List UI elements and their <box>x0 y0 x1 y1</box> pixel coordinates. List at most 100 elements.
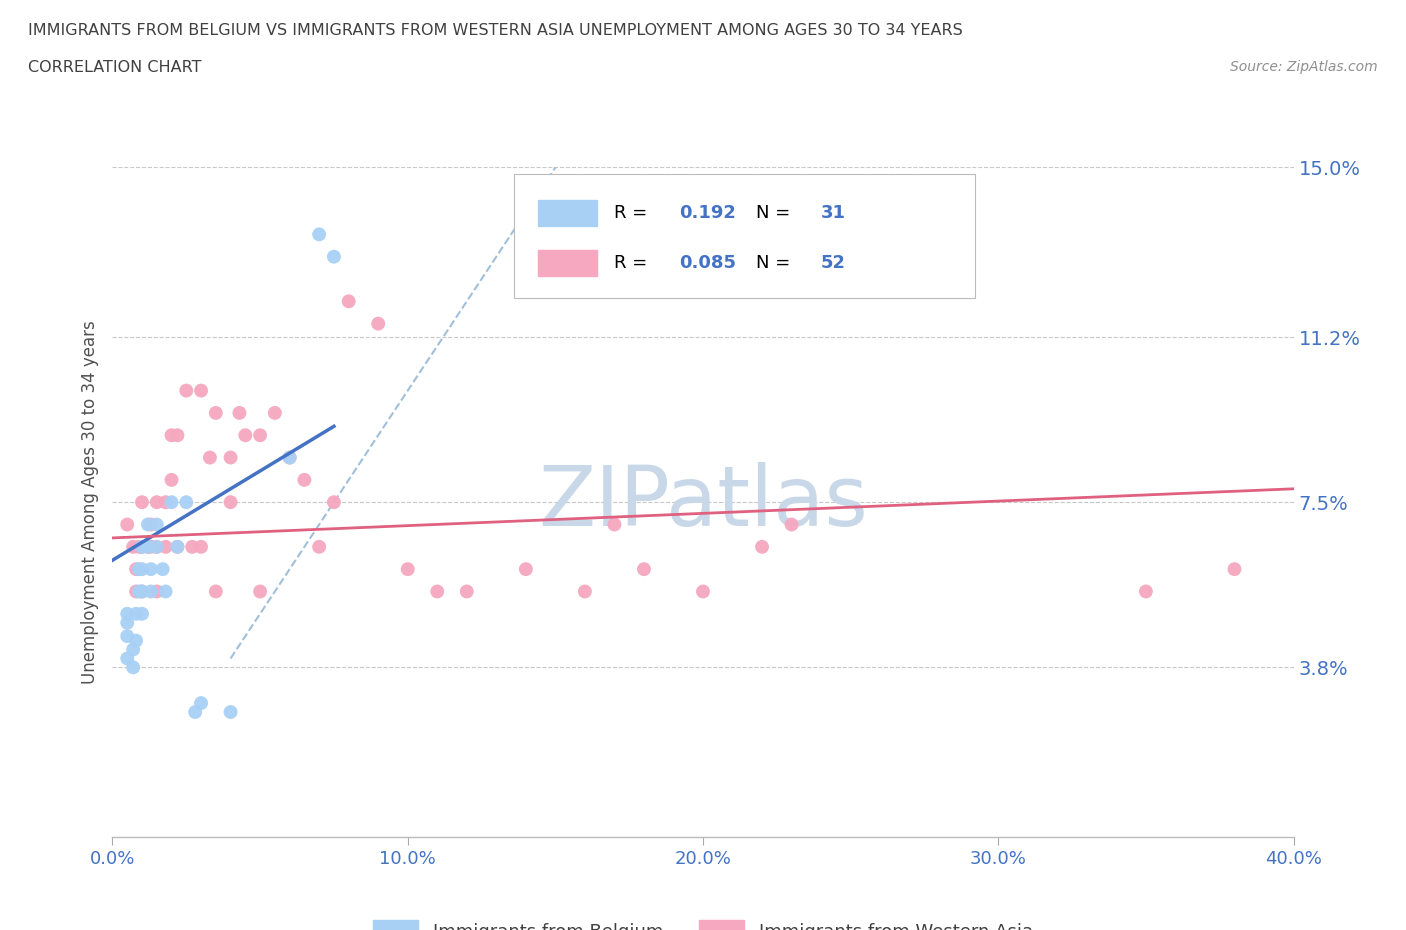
Point <box>128 584 150 599</box>
Point <box>146 495 169 510</box>
Point <box>139 539 162 554</box>
Point <box>160 428 183 443</box>
Point <box>160 472 183 487</box>
Point <box>155 495 177 510</box>
Point <box>219 450 242 465</box>
Text: Source: ZipAtlas.com: Source: ZipAtlas.com <box>1230 60 1378 74</box>
Point <box>146 517 169 532</box>
Text: R =: R = <box>614 254 654 272</box>
Point <box>136 539 159 554</box>
Point <box>396 562 419 577</box>
Point <box>603 517 626 532</box>
Point <box>367 316 389 331</box>
Point <box>515 562 537 577</box>
Point <box>139 517 162 532</box>
Point <box>1223 562 1246 577</box>
Text: 0.192: 0.192 <box>679 204 737 222</box>
Point <box>190 696 212 711</box>
Point <box>190 539 212 554</box>
Point <box>166 539 188 554</box>
Point <box>166 539 188 554</box>
Point <box>117 629 138 644</box>
Point <box>233 428 256 443</box>
Text: IMMIGRANTS FROM BELGIUM VS IMMIGRANTS FROM WESTERN ASIA UNEMPLOYMENT AMONG AGES : IMMIGRANTS FROM BELGIUM VS IMMIGRANTS FR… <box>28 23 963 38</box>
Point <box>139 584 162 599</box>
Point <box>122 539 145 554</box>
Point <box>117 651 138 666</box>
Point <box>146 584 169 599</box>
Point <box>323 249 346 264</box>
Point <box>219 495 242 510</box>
Text: 0.085: 0.085 <box>679 254 737 272</box>
Point <box>780 517 803 532</box>
Point <box>136 539 159 554</box>
Text: 31: 31 <box>821 204 846 222</box>
Point <box>249 428 271 443</box>
Point <box>249 584 271 599</box>
Point <box>264 405 287 420</box>
Point <box>426 584 449 599</box>
Y-axis label: Unemployment Among Ages 30 to 34 years: Unemployment Among Ages 30 to 34 years <box>80 320 98 684</box>
Point <box>117 616 138 631</box>
Point <box>122 642 145 657</box>
Text: ZIPatlas: ZIPatlas <box>538 461 868 543</box>
FancyBboxPatch shape <box>515 174 974 298</box>
Point <box>219 705 242 720</box>
Point <box>136 517 159 532</box>
Point <box>125 606 148 621</box>
Point <box>205 584 228 599</box>
Point <box>181 539 204 554</box>
Point <box>692 584 714 599</box>
Point <box>337 294 360 309</box>
Point <box>131 584 153 599</box>
Point <box>152 562 174 577</box>
Point <box>131 562 153 577</box>
Text: R =: R = <box>614 204 654 222</box>
Point <box>292 472 315 487</box>
Point <box>155 539 177 554</box>
Point <box>323 495 346 510</box>
Text: CORRELATION CHART: CORRELATION CHART <box>28 60 201 75</box>
Point <box>131 539 153 554</box>
Bar <box>537 200 596 226</box>
Point <box>174 495 197 510</box>
Point <box>751 539 773 554</box>
Point <box>308 227 330 242</box>
Text: N =: N = <box>756 204 796 222</box>
Point <box>122 660 145 675</box>
Point <box>184 705 207 720</box>
Point <box>155 584 177 599</box>
Point <box>174 383 197 398</box>
Point <box>139 562 162 577</box>
Point <box>574 584 596 599</box>
Point <box>125 633 148 648</box>
Point <box>228 405 250 420</box>
Point <box>166 428 188 443</box>
Point <box>125 562 148 577</box>
Point <box>131 495 153 510</box>
Bar <box>537 250 596 276</box>
Point <box>190 383 212 398</box>
Point <box>633 562 655 577</box>
Point <box>1135 584 1157 599</box>
Point <box>456 584 478 599</box>
Point <box>128 562 150 577</box>
Legend: Immigrants from Belgium, Immigrants from Western Asia: Immigrants from Belgium, Immigrants from… <box>366 913 1040 930</box>
Point <box>278 450 301 465</box>
Point <box>131 584 153 599</box>
Point <box>146 539 169 554</box>
Point <box>117 606 138 621</box>
Point <box>146 539 169 554</box>
Point <box>278 450 301 465</box>
Point <box>308 539 330 554</box>
Point <box>205 405 228 420</box>
Point <box>131 606 153 621</box>
Point <box>117 517 138 532</box>
Point <box>198 450 221 465</box>
Point <box>160 495 183 510</box>
Point <box>128 539 150 554</box>
Text: 52: 52 <box>821 254 846 272</box>
Point <box>125 584 148 599</box>
Text: N =: N = <box>756 254 796 272</box>
Point <box>131 539 153 554</box>
